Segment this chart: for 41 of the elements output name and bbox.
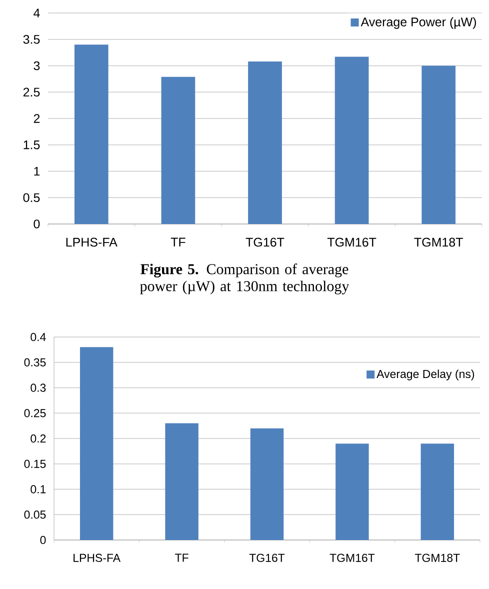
x-tick-label: TF bbox=[175, 554, 188, 562]
bar bbox=[250, 428, 284, 540]
y-tick-label: 0.2 bbox=[30, 434, 46, 443]
bar bbox=[248, 62, 282, 224]
bar bbox=[420, 444, 454, 540]
x-tick-label: TGM18T bbox=[414, 238, 463, 247]
text: Figure 5. Comparison of average power (µW) at 130nm technology bbox=[140, 264, 350, 294]
bar bbox=[336, 444, 369, 540]
y-tick-label: 3 bbox=[34, 61, 40, 70]
legend-label: Average Power (µW) bbox=[360, 17, 476, 29]
y-tick-label: 0 bbox=[34, 220, 40, 228]
y-tick-label: 0.5 bbox=[23, 193, 40, 202]
x-tick-label: TGM16T bbox=[327, 238, 376, 247]
y-tick-label: 1 bbox=[34, 166, 40, 176]
y-tick-label: 1.5 bbox=[24, 140, 40, 150]
legend-label: Average Delay (ns) bbox=[376, 370, 474, 380]
y-tick-label: 2.5 bbox=[23, 88, 40, 97]
y-tick-label: 0 bbox=[40, 536, 46, 544]
y-tick-label: 0.25 bbox=[24, 409, 46, 418]
bar bbox=[334, 56, 369, 224]
y-tick-label: 4 bbox=[34, 8, 40, 18]
bar bbox=[80, 347, 114, 540]
bar bbox=[74, 44, 108, 224]
x-tick-label: LPHS-FA bbox=[66, 238, 118, 247]
x-tick-label: TG16T bbox=[249, 554, 285, 562]
bar bbox=[165, 423, 198, 540]
y-tick-label: 0.4 bbox=[30, 332, 46, 342]
y-tick-label: 0.05 bbox=[24, 510, 46, 519]
bar bbox=[422, 66, 456, 224]
y-tick-label: 0.35 bbox=[24, 358, 46, 366]
x-tick-label: TG16T bbox=[246, 238, 284, 247]
bar bbox=[161, 76, 196, 224]
y-tick-label: 0.15 bbox=[24, 460, 46, 468]
x-tick-label: TF bbox=[170, 238, 186, 246]
y-tick-label: 2 bbox=[34, 114, 40, 123]
y-tick-label: 0.1 bbox=[30, 485, 46, 494]
y-tick-label: 0.3 bbox=[30, 384, 46, 392]
x-tick-label: LPHS-FA bbox=[74, 554, 121, 562]
x-tick-label: TGM18T bbox=[414, 554, 460, 562]
y-tick-label: 3.5 bbox=[23, 34, 40, 44]
x-tick-label: TGM16T bbox=[330, 554, 375, 562]
